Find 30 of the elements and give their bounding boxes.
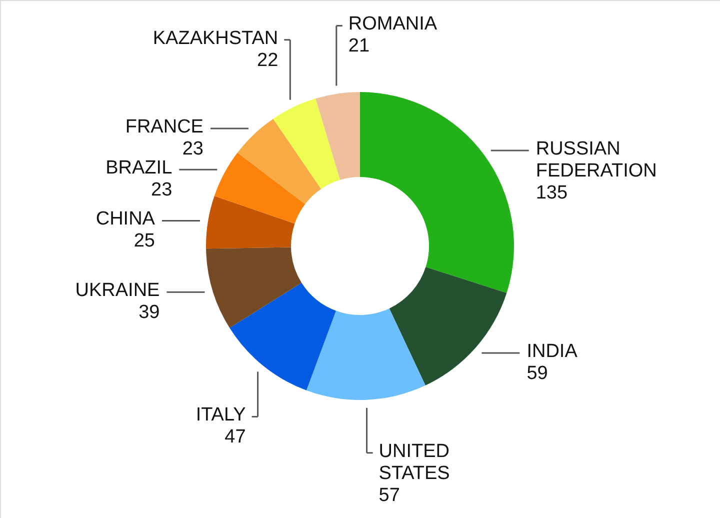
data-label: 59 [526,362,548,384]
data-label: 57 [378,484,400,506]
slice-label: KAZAKHSTAN [152,28,278,49]
slice-label: RUSSIAN FEDERATION [536,138,657,182]
data-label: 23 [151,180,172,201]
slice-label: BRAZIL [106,158,172,179]
donut-slice [389,267,507,386]
slice-label: UKRAINE [75,280,160,302]
donut-slice [273,98,340,190]
donut-slice [238,118,322,204]
donut-slice [360,92,514,293]
slice-label: ROMANIA [348,14,438,35]
data-label: 22 [257,50,278,71]
donut-slice [230,282,336,390]
slice-label: UNITED STATES [378,440,450,484]
donut-slice [306,308,426,400]
slice-label: FRANCE [125,116,204,138]
slice-label: INDIA [526,340,578,362]
data-label: 23 [182,138,204,160]
donut-slice [206,247,302,328]
data-label: 39 [138,302,160,324]
slice-label: CHINA [96,208,156,230]
donut-slice [206,196,295,249]
data-label: 47 [224,426,246,448]
donut-slice [214,152,306,224]
data-label: 135 [536,182,568,204]
donut-slice [316,92,360,180]
data-label: 25 [134,230,155,252]
data-label: 21 [348,36,370,57]
slice-label: ITALY [196,404,246,426]
